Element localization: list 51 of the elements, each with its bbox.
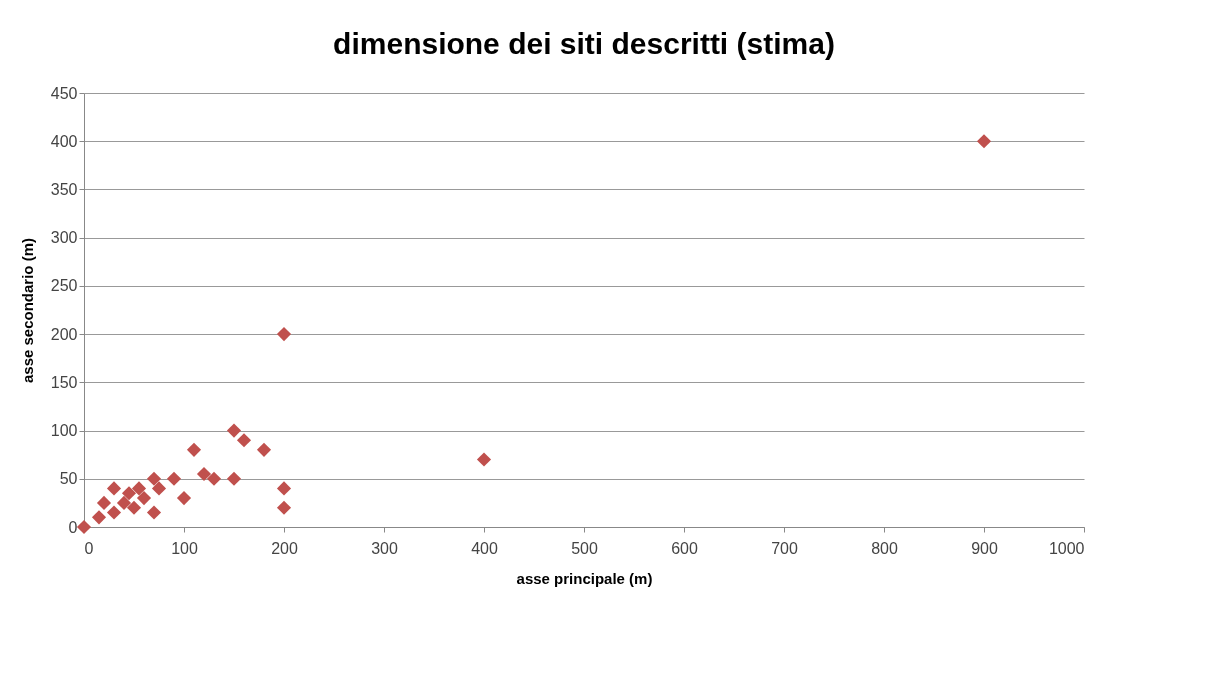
point	[106, 481, 122, 496]
point	[126, 500, 142, 515]
point	[186, 442, 202, 457]
y-tick-label: 450	[50, 84, 78, 102]
y-tick-label: 200	[50, 325, 78, 343]
point	[276, 327, 292, 342]
x-axis-title: asse principale (m)	[516, 569, 653, 587]
point	[476, 452, 492, 467]
point	[106, 505, 122, 520]
x-tick-label: 300	[371, 539, 398, 557]
point	[136, 491, 152, 506]
y-axis-title: asse secondario (m)	[18, 237, 36, 384]
chart-title: dimensione dei siti descritti (stima)	[333, 27, 835, 60]
y-tick-label: 100	[50, 422, 78, 440]
x-tick-label: 400	[471, 539, 498, 557]
point	[276, 500, 292, 515]
point	[116, 495, 132, 510]
y-tick-label: 0	[68, 518, 78, 536]
point	[121, 486, 137, 501]
point	[166, 471, 182, 486]
point	[256, 442, 272, 457]
x-tick-label: 1000	[1048, 539, 1085, 557]
point	[276, 481, 292, 496]
point	[236, 433, 252, 448]
point	[91, 510, 107, 525]
point	[226, 471, 242, 486]
x-tick-label: 900	[971, 539, 998, 557]
y-tick-label: 350	[50, 180, 78, 198]
y-tick-label: 250	[50, 277, 78, 295]
x-tick-label: 800	[871, 539, 898, 557]
y-tick-label: 50	[59, 470, 78, 488]
x-tick-label: 600	[671, 539, 698, 557]
point	[131, 481, 147, 496]
point	[151, 481, 167, 496]
point	[76, 519, 92, 535]
x-tick-label: 700	[771, 539, 798, 557]
x-tick-label: 500	[571, 539, 598, 557]
point	[196, 466, 212, 482]
x-tick-label: 100	[171, 539, 198, 557]
y-tick-label: 150	[50, 373, 78, 391]
point	[96, 495, 112, 510]
y-tick-label: 300	[50, 229, 78, 247]
point	[206, 471, 222, 486]
point	[976, 134, 992, 149]
x-tick-label: 200	[271, 539, 298, 557]
point	[176, 491, 192, 506]
point	[226, 423, 242, 438]
point	[146, 471, 162, 486]
y-tick-label: 400	[50, 132, 78, 150]
x-tick-label: 0	[84, 539, 94, 557]
point	[146, 505, 162, 520]
